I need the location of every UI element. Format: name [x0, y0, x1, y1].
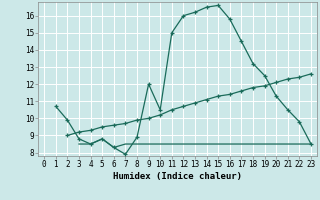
X-axis label: Humidex (Indice chaleur): Humidex (Indice chaleur) — [113, 172, 242, 181]
